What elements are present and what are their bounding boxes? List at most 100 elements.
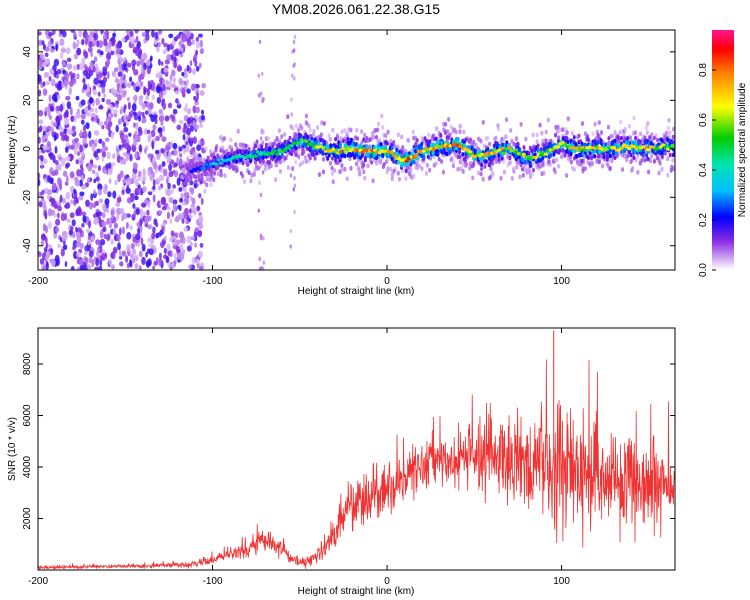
spectrogram-noise-cell [141,117,147,123]
spectrogram-halo-cell [208,177,212,183]
spectrogram-ridge-cell [632,155,636,160]
spectrogram-noise-cell [158,165,162,171]
spectrogram-halo-cell [280,134,284,140]
spectrogram-noise-cell [75,231,81,239]
spectrogram-ridge-cell [563,153,567,158]
spectrogram-noise-cell [179,214,184,221]
spectrogram-noise-cell [197,230,203,238]
spectrogram-noise-cell [102,146,107,152]
spectrogram-noise-cell [75,142,82,148]
spectrogram-noise-cell [163,247,167,254]
spectrogram-noise-cell [102,68,108,76]
spectrogram-noise-cell [189,241,193,247]
spectrogram-noise-cell [162,84,166,91]
spectrogram-ridge-cell [539,147,543,152]
spectrogram-noise-cell [130,35,136,45]
spectrogram-noise-cell [138,97,143,106]
spectrogram-noise-cell [89,61,94,69]
spectrogram-noise-cell [57,212,60,219]
spectrogram-halo-cell [261,129,265,135]
spectrogram-noise-cell [82,130,88,140]
spectrogram-noise-cell [157,30,163,35]
spectrogram-halo-cell [570,131,575,136]
spectrogram-noise-cell [126,244,131,252]
spectrogram-ridge-peak [284,146,289,150]
spectrogram-halo-cell [294,123,298,129]
spectrogram-noise-cell [108,222,112,229]
spectrogram-ridge-peak [218,161,223,165]
spectrogram-noise-cell [290,97,293,102]
spectrogram-noise-cell [95,257,100,267]
spectrogram-halo-cell [524,136,528,142]
spectrogram-halo-cell [203,188,207,194]
spectrogram-halo-cell [220,172,224,178]
spectrogram-noise-cell [83,106,89,114]
spectrogram-noise-cell [119,78,124,86]
spectrogram-noise-cell [62,62,67,67]
spectrogram-noise-cell [133,94,138,102]
spectrogram-y-tick-label: 40 [22,46,33,58]
spectrogram-noise-cell [172,108,178,115]
spectrogram-noise-cell [201,109,204,115]
spectrogram-ridge-cell [552,152,556,157]
spectrogram-noise-cell [129,224,133,231]
spectrogram-noise-cell [123,122,127,128]
spectrogram-noise-cell [165,256,170,263]
spectrogram-noise-cell [140,65,144,74]
spectrogram-noise-cell [93,77,99,85]
spectrogram-noise-cell [172,76,177,84]
spectrogram-ridge-cell [426,154,430,159]
spectrogram-noise-cell [123,56,127,62]
spectrogram-noise-cell [162,168,168,177]
spectrogram-noise-cell [112,153,116,160]
spectrogram-noise-cell [141,211,147,216]
spectrogram-noise-cell [110,50,114,56]
spectrogram-halo-cell [459,158,463,164]
spectrogram-noise-cell [38,31,42,36]
spectrogram-halo-cell [304,120,308,125]
spectrogram-noise-cell [115,213,120,221]
spectrogram-noise-cell [69,226,74,231]
spectrogram-noise-cell [69,171,75,179]
spectrogram-halo-cell [192,147,196,152]
spectrogram-halo-cell [647,169,651,175]
spectrogram-halo-cell [618,129,622,135]
spectrogram-ridge-cell [554,133,557,138]
spectrogram-noise-cell [80,265,85,270]
spectrogram-ridge-cell [392,140,396,145]
spectrogram-noise-cell [123,126,129,133]
spectrogram-ridge-cell [310,136,314,142]
spectrogram-noise-cell [142,168,146,177]
spectrogram-noise-cell [138,170,142,177]
spectrogram-noise-cell [87,263,91,270]
spectrogram-noise-cell [138,250,143,258]
spectrogram-ridge-cell [517,146,521,152]
spectrogram-halo-cell [666,156,670,162]
spectrogram-ridge-cell [634,136,638,141]
snr-y-tick-label: 8000 [22,352,33,375]
spectrogram-halo-cell [328,160,332,166]
spectrogram-noise-cell [75,95,80,101]
spectrogram-noise-cell [94,266,100,270]
spectrogram-noise-cell [107,117,112,122]
spectrogram-halo-cell [510,138,514,144]
spectrogram-halo-cell [538,162,543,168]
spectrogram-ridge-cell [469,137,473,142]
spectrogram-ridge-cell [448,150,452,155]
spectrogram-ridge-cell [268,160,272,165]
spectrogram-noise-cell [59,30,63,35]
spectrogram-noise-cell [66,218,71,223]
spectrogram-noise-cell [90,193,94,201]
spectrogram-noise-cell [157,185,162,191]
spectrogram-ridge-cell [341,138,345,144]
spectrogram-ridge-cell [660,154,664,159]
spectrogram-halo-cell [339,136,343,142]
spectrogram-halo-cell [206,176,210,182]
spectrogram-noise-cell [117,58,121,65]
spectrogram-x-tick-label: -200 [28,276,48,287]
spectrogram-noise-cell [195,65,200,72]
spectrogram-ridge-cell [616,135,620,140]
spectrogram-ridge-peak [514,150,519,154]
spectrogram-halo-cell [420,135,424,141]
spectrogram-noise-cell [38,136,41,144]
